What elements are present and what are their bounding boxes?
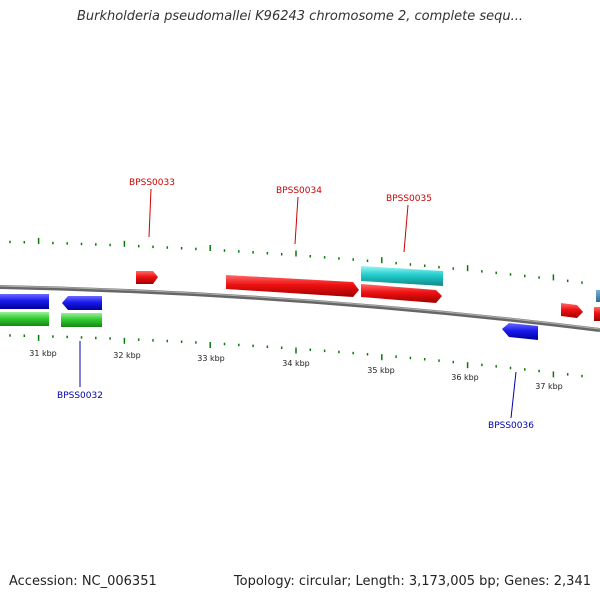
gene-label-bpss0034[interactable]: BPSS0034 [276, 186, 322, 196]
rna-bar-left-edge[interactable] [0, 312, 49, 326]
sequence-backbone [0, 285, 600, 332]
ruler-label-35kbp: 35 kbp [367, 366, 395, 375]
gene-label-bpss0036[interactable]: BPSS0036 [488, 421, 534, 431]
label-line-bpss0036 [510, 371, 517, 419]
sequence-backbone-highlight [0, 285, 600, 330]
gene-arrow-bpss0033[interactable] [136, 271, 158, 284]
ruler-label-34kbp: 34 kbp [282, 359, 310, 368]
gene-arrow-right-edge[interactable] [561, 303, 583, 318]
feature-bar-bpss0035-misc[interactable] [361, 266, 443, 286]
ruler-label-37kbp: 37 kbp [535, 382, 563, 391]
sequence-summary-text: Topology: circular; Length: 3,173,005 bp… [233, 574, 591, 589]
upper-tick-track [9, 237, 583, 284]
label-line-bpss0035 [403, 204, 409, 253]
gene-arrow-edge-red[interactable] [594, 307, 600, 321]
gene-arrow-left-edge-blue[interactable] [0, 294, 49, 309]
gene-arrow-bpss0034[interactable] [226, 275, 359, 297]
gene-arrow-bpss0035[interactable] [361, 284, 442, 303]
ruler-label-32kbp: 32 kbp [113, 351, 141, 360]
rna-bar-bpss0032[interactable] [61, 313, 102, 327]
gene-arrow-edge-steel[interactable] [596, 290, 600, 302]
gene-label-bpss0035[interactable]: BPSS0035 [386, 194, 432, 204]
accession-text: Accession: NC_006351 [9, 574, 157, 589]
label-line-bpss0034 [294, 196, 299, 245]
gene-arrow-bpss0032[interactable] [62, 296, 102, 310]
ruler-label-36kbp: 36 kbp [451, 373, 479, 382]
gene-label-bpss0033[interactable]: BPSS0033 [129, 178, 175, 188]
label-line-bpss0033 [148, 188, 152, 238]
map-title: Burkholderia pseudomallei K96243 chromos… [76, 9, 524, 24]
ruler-label-31kbp: 31 kbp [29, 349, 57, 358]
gene-arrow-bpss0036[interactable] [502, 323, 538, 340]
gene-label-bpss0032[interactable]: BPSS0032 [57, 391, 103, 401]
ruler-label-33kbp: 33 kbp [197, 354, 225, 363]
lower-tick-track [9, 334, 583, 378]
